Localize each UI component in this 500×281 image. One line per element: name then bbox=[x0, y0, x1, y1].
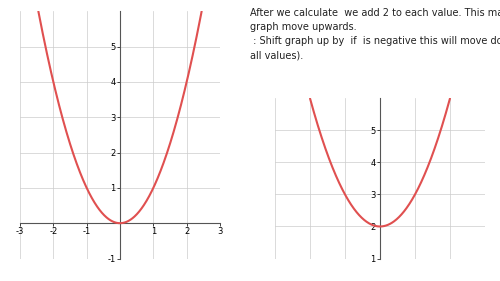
Text: After we calculate  we add 2 to each value. This makes the
graph move upwards.
 : After we calculate we add 2 to each valu… bbox=[250, 8, 500, 60]
